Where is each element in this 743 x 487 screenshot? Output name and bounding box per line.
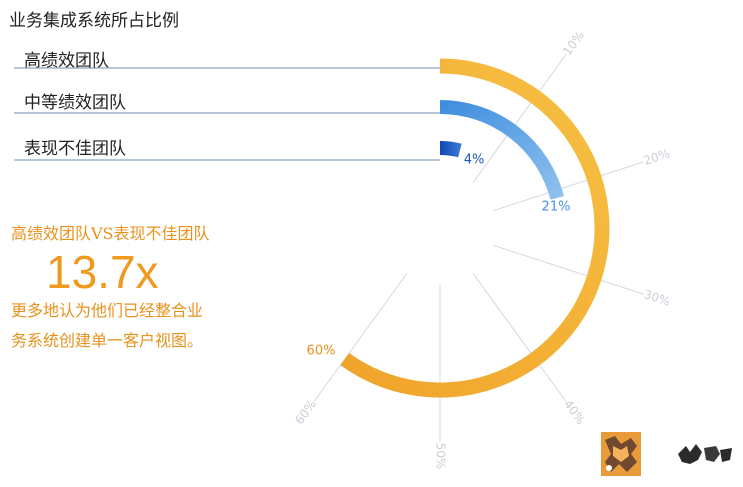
axis-tick-label: 10% (560, 28, 587, 58)
series-label-medium: 中等绩效团队 (24, 93, 126, 113)
axis-spoke (313, 273, 408, 402)
axis-tick-label: 60% (292, 397, 319, 427)
axis-spoke (493, 244, 644, 295)
axis-tick-label: 20% (642, 146, 672, 168)
bar-3 (439, 141, 462, 158)
value-labels: 60% 21% 4% (307, 153, 571, 359)
leader-lines (14, 67, 440, 161)
series-label-low: 表现不佳团队 (24, 139, 126, 159)
callout-value: 13.7x (46, 246, 159, 298)
watermark-icon (678, 444, 732, 464)
axis-tick-label: 40% (561, 397, 588, 427)
bar-1 (340, 58, 610, 398)
callout-heading: 高绩效团队VS表现不佳团队 (11, 224, 210, 243)
axis-spoke (472, 273, 567, 402)
axis-spoke (472, 54, 567, 183)
value-label-1: 60% (307, 344, 336, 359)
axis-tick-label: 50% (434, 443, 448, 470)
bars (340, 58, 610, 398)
callout-line-2: 务系统创建单一客户视图。 (11, 331, 204, 350)
chart-title: 业务集成系统所占比例 (9, 11, 179, 31)
value-label-2: 21% (542, 200, 571, 215)
axis-spoke (493, 161, 644, 212)
axis-tick-label: 30% (642, 287, 672, 309)
value-label-3: 4% (464, 153, 485, 168)
logo-icon (601, 432, 641, 476)
radial-axis: 10% 20% 30% 40% 50% 60% (292, 28, 672, 469)
bar-2 (439, 100, 564, 200)
callout-line-1: 更多地认为他们已经整合业 (11, 301, 204, 320)
series-label-high: 高绩效团队 (24, 51, 109, 71)
